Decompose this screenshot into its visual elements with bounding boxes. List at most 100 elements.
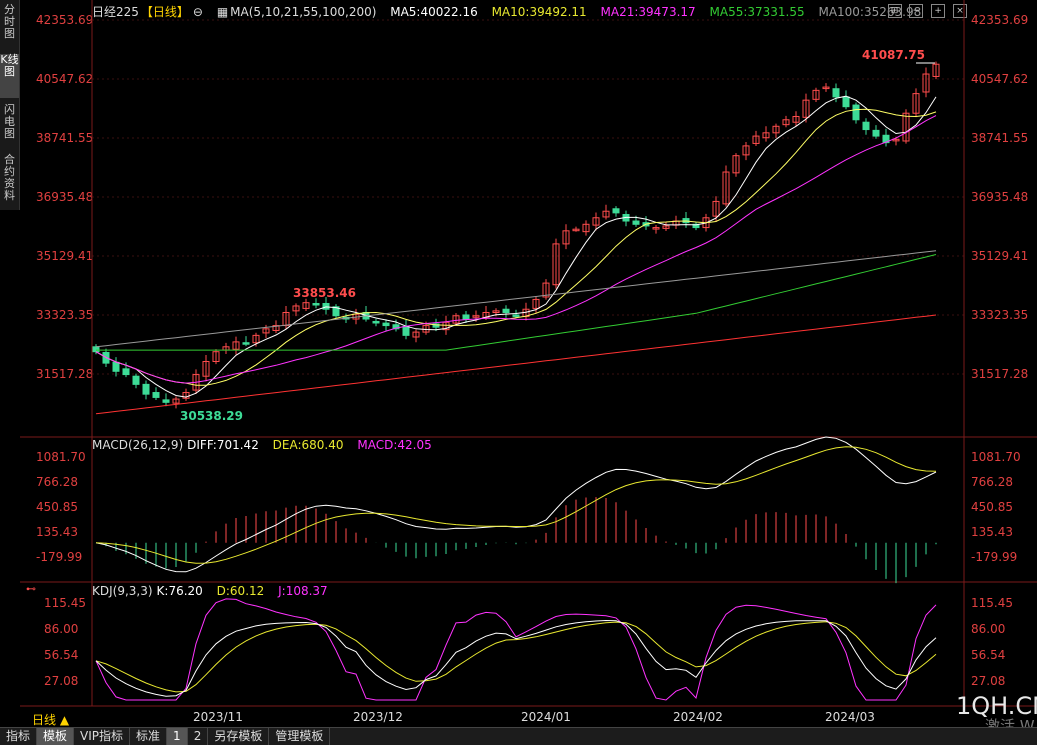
price-tick-right: 33323.35 xyxy=(971,308,1029,322)
mid-high-annotation: 33853.46 xyxy=(293,286,357,300)
instrument-title: 日经225 xyxy=(92,5,139,19)
price-tick-left: 40547.62 xyxy=(36,72,94,86)
candle-body xyxy=(662,225,670,229)
candle-body xyxy=(722,171,730,205)
tab-vip-indicators[interactable]: VIP指标 xyxy=(74,728,131,745)
kdj-d-line xyxy=(95,621,937,693)
candle-body xyxy=(762,132,770,139)
price-tick-right: 35129.41 xyxy=(971,249,1029,263)
candle-body xyxy=(862,121,870,131)
kdj-tick-left: 56.54 xyxy=(44,648,79,662)
candle-body xyxy=(242,342,250,345)
macd-dea: DEA:680.40 xyxy=(272,438,344,452)
price-tick-left: 33323.35 xyxy=(36,308,94,322)
candle-body xyxy=(262,328,270,334)
candle-body xyxy=(542,282,550,298)
macd-diff-line xyxy=(95,436,937,573)
candle-body xyxy=(322,303,330,310)
candle-body xyxy=(582,223,590,233)
candle-body xyxy=(492,310,500,313)
x-label-2024-02: 2024/02 xyxy=(673,710,723,724)
price-tick-right: 40547.62 xyxy=(971,72,1029,86)
price-tick-left: 36935.48 xyxy=(36,190,94,204)
ma-legend: 日经225 【日线】 ⊖ ▦ MA(5,10,21,55,100,200) MA5:4… xyxy=(92,3,931,20)
plus-icon[interactable]: + xyxy=(931,4,946,18)
candle-body xyxy=(572,228,580,232)
tab-template[interactable]: 模板 xyxy=(37,728,75,745)
chart-type-tabs: 分时图 K线图 闪电图 合约资料 xyxy=(0,0,20,210)
tab-layout-1[interactable]: 1 xyxy=(167,728,188,745)
tab-indicators[interactable]: 指标 xyxy=(0,728,38,745)
candle-body xyxy=(112,361,120,372)
period-selector[interactable]: 日线 ▲ xyxy=(32,713,70,727)
kdj-tick-left: 86.00 xyxy=(44,622,79,636)
macd-tick-left: 450.85 xyxy=(36,500,78,514)
price-tick-left: 31517.28 xyxy=(36,367,94,381)
window-controls: ⊞ − + × xyxy=(884,2,967,18)
candle-body xyxy=(692,223,700,229)
candle-body xyxy=(402,325,410,336)
candle-body xyxy=(412,331,420,338)
tab-time-sharing[interactable]: 分时图 xyxy=(4,3,15,40)
candle-body xyxy=(132,375,140,385)
candle-body xyxy=(922,73,930,93)
panel-close-icon[interactable]: ⊷ xyxy=(26,584,36,595)
candle-body xyxy=(512,314,520,317)
candle-body xyxy=(332,306,340,317)
candle-body xyxy=(172,398,180,404)
macd-tick-left: 135.43 xyxy=(36,525,78,539)
candle-body xyxy=(392,324,400,330)
candle-body xyxy=(892,138,900,142)
kdj-tick-right: 27.08 xyxy=(971,674,1006,688)
ma100-value: MA100:35263.98 xyxy=(818,5,922,19)
macd-legend: MACD(26,12,9) DIFF:701.42 DEA:680.40 MACD… xyxy=(92,438,442,452)
lock-icon[interactable]: ⊖ xyxy=(192,5,203,19)
x-label-2024-01: 2024/01 xyxy=(521,710,571,724)
price-tick-right: 42353.69 xyxy=(971,13,1029,27)
candle-body xyxy=(302,302,310,309)
macd-tick-right: 135.43 xyxy=(971,525,1013,539)
candle-body xyxy=(632,220,640,225)
macd-value: MACD:42.05 xyxy=(357,438,432,452)
candle-body xyxy=(312,303,320,306)
macd-tick-right: 766.28 xyxy=(971,475,1013,489)
x-label-2024-03: 2024/03 xyxy=(825,710,875,724)
minus-icon[interactable]: − xyxy=(909,4,924,18)
tab-lightning[interactable]: 闪电图 xyxy=(4,103,15,140)
candle-body xyxy=(122,368,130,376)
candle-body xyxy=(592,217,600,226)
ma10-value: MA10:39492.11 xyxy=(491,5,587,19)
macd-tick-left: -179.99 xyxy=(36,550,83,564)
price-tick-left: 42353.69 xyxy=(36,13,94,27)
tab-contract-info[interactable]: 合约资料 xyxy=(4,153,15,202)
ma55-line xyxy=(96,254,937,351)
macd-params: MACD(26,12,9) xyxy=(92,438,184,452)
candle-body xyxy=(462,314,470,320)
tab-standard[interactable]: 标准 xyxy=(130,728,168,745)
candle-body xyxy=(92,346,100,353)
macd-tick-right: 450.85 xyxy=(971,500,1013,514)
tab-layout-2[interactable]: 2 xyxy=(188,728,209,745)
ma55-value: MA55:37331.55 xyxy=(709,5,805,19)
candle-body xyxy=(852,104,860,121)
macd-diff: DIFF:701.42 xyxy=(187,438,259,452)
candle-body xyxy=(832,88,840,98)
kdj-legend: KDJ(9,3,3) K:76.20 D:60.12 J:108.37 xyxy=(92,584,338,598)
tab-save-template[interactable]: 另存模板 xyxy=(208,728,270,745)
candle-body xyxy=(182,392,190,399)
kdj-j: J:108.37 xyxy=(278,584,328,598)
candle-body xyxy=(472,315,480,318)
ma10-line xyxy=(95,108,937,386)
grid-icon[interactable]: ⊞ xyxy=(887,4,902,18)
ma-settings-icon[interactable]: ▦ xyxy=(216,5,229,19)
tab-kline[interactable]: K线图 xyxy=(0,54,19,98)
ma-params: MA(5,10,21,55,100,200) xyxy=(230,5,377,19)
candle-body xyxy=(212,351,220,362)
candle-body xyxy=(782,119,790,126)
candle-body xyxy=(202,360,210,377)
candle-body xyxy=(432,323,440,328)
tab-manage-template[interactable]: 管理模板 xyxy=(269,728,331,745)
close-icon[interactable]: × xyxy=(953,4,967,18)
candle-body xyxy=(252,334,260,344)
